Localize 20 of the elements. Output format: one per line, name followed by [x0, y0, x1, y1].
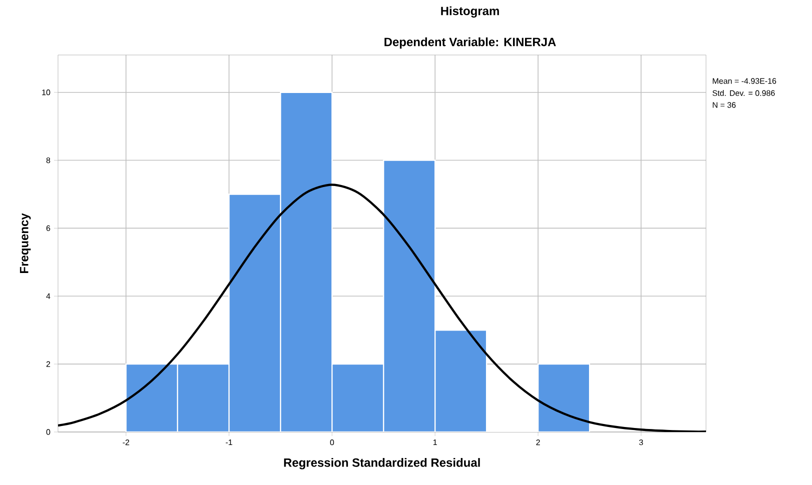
y-axis-title: Frequency — [20, 213, 31, 274]
y-tick-label: 0 — [46, 429, 50, 435]
y-tick-label: 8 — [46, 157, 50, 164]
x-axis-title: Regression Standardized Residual — [284, 458, 480, 470]
x-tick-label: 1 — [433, 440, 437, 446]
x-tick-label: 3 — [639, 440, 643, 446]
y-tick-label: 10 — [42, 90, 50, 96]
x-tick-label: -2 — [122, 440, 130, 446]
x-tick-label: -1 — [226, 440, 232, 446]
text: Mean = -4.93E-16 — [712, 78, 776, 84]
y-tick-label: 6 — [46, 225, 50, 232]
y-tick-label: 2 — [46, 361, 50, 367]
x-tick-label: 0 — [330, 440, 334, 446]
line-series — [58, 184, 706, 432]
x-tick-label: 2 — [536, 440, 540, 446]
text: Std. Dev. = 0.986 — [712, 90, 775, 96]
y-tick-label: 4 — [46, 293, 50, 299]
text: N = 36 — [712, 102, 736, 108]
chart-title: Histogram — [441, 6, 499, 18]
chart-subtitle: Dependent Variable: KINERJA — [384, 37, 556, 49]
